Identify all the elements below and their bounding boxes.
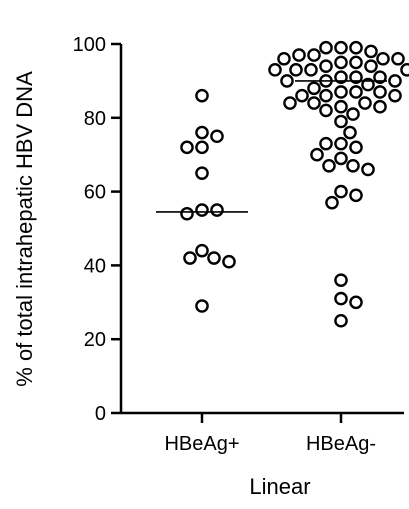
data-point bbox=[210, 203, 224, 217]
x-tick-label: HBeAg- bbox=[306, 433, 376, 455]
data-point bbox=[277, 51, 291, 66]
data-point bbox=[322, 158, 336, 173]
data-point bbox=[388, 88, 402, 103]
data-point bbox=[364, 59, 378, 73]
y-tick-label: 40 bbox=[84, 255, 106, 277]
data-point bbox=[349, 85, 363, 99]
data-point bbox=[334, 184, 348, 199]
data-point bbox=[346, 107, 360, 121]
x-axis-title: Linear bbox=[249, 474, 310, 499]
data-point bbox=[222, 254, 236, 269]
data-point bbox=[180, 140, 194, 155]
data-point bbox=[334, 313, 348, 328]
data-point bbox=[361, 162, 375, 177]
data-point bbox=[195, 140, 209, 155]
data-point bbox=[268, 63, 282, 77]
data-point bbox=[334, 136, 348, 151]
data-point bbox=[334, 114, 348, 129]
x-tick-label: HBeAg+ bbox=[164, 433, 239, 455]
data-point bbox=[334, 151, 348, 166]
data-point bbox=[376, 51, 390, 66]
data-point bbox=[334, 99, 348, 114]
data-point bbox=[334, 273, 348, 287]
data-point bbox=[349, 188, 363, 203]
data-point bbox=[334, 85, 348, 99]
data-point bbox=[180, 206, 194, 221]
data-point bbox=[295, 88, 309, 103]
data-point bbox=[195, 203, 209, 217]
y-axis-title: % of total intrahepatic HBV DNA bbox=[12, 71, 37, 387]
data-point bbox=[292, 48, 306, 62]
data-point bbox=[307, 81, 321, 96]
data-point bbox=[343, 125, 357, 140]
data-point bbox=[319, 88, 333, 103]
y-axis: 0 20 40 60 80 100 bbox=[73, 34, 123, 425]
data-point bbox=[319, 103, 333, 118]
data-point bbox=[283, 96, 297, 110]
data-point bbox=[307, 96, 321, 110]
data-point bbox=[388, 74, 402, 88]
data-point bbox=[334, 40, 348, 55]
data-point bbox=[400, 63, 409, 77]
data-point bbox=[307, 48, 321, 62]
data-point bbox=[207, 251, 221, 265]
data-point bbox=[304, 63, 318, 77]
data-point bbox=[391, 51, 405, 66]
data-point bbox=[319, 59, 333, 73]
data-point bbox=[325, 195, 339, 210]
data-point bbox=[195, 299, 209, 313]
data-point bbox=[373, 85, 387, 99]
y-tick-label: 60 bbox=[84, 182, 106, 204]
data-point bbox=[195, 88, 209, 103]
data-point bbox=[319, 136, 333, 151]
data-point bbox=[349, 140, 363, 155]
data-point bbox=[195, 243, 209, 258]
x-axis: HBeAg+ HBeAg- bbox=[121, 411, 404, 455]
data-point bbox=[334, 70, 348, 85]
data-point bbox=[373, 70, 387, 85]
data-point bbox=[289, 63, 303, 77]
data-point bbox=[349, 55, 363, 70]
y-tick-label: 80 bbox=[84, 108, 106, 130]
y-tick-label: 100 bbox=[73, 34, 106, 56]
data-point bbox=[346, 158, 360, 173]
y-tick-label: 0 bbox=[95, 403, 106, 425]
data-point bbox=[373, 99, 387, 114]
data-point bbox=[334, 291, 348, 306]
median-lines bbox=[156, 80, 387, 213]
data-points bbox=[180, 40, 409, 328]
data-point bbox=[183, 251, 197, 265]
data-point bbox=[364, 44, 378, 59]
data-point bbox=[361, 77, 375, 92]
data-point bbox=[349, 40, 363, 55]
data-point bbox=[195, 125, 209, 140]
data-point bbox=[195, 166, 209, 180]
data-point bbox=[310, 147, 324, 162]
data-point bbox=[358, 96, 372, 110]
data-point bbox=[210, 129, 224, 144]
y-tick-label: 20 bbox=[84, 329, 106, 351]
data-point bbox=[334, 55, 348, 70]
data-point bbox=[349, 70, 363, 85]
data-point bbox=[280, 74, 294, 88]
data-point bbox=[319, 40, 333, 55]
data-point bbox=[349, 295, 363, 310]
